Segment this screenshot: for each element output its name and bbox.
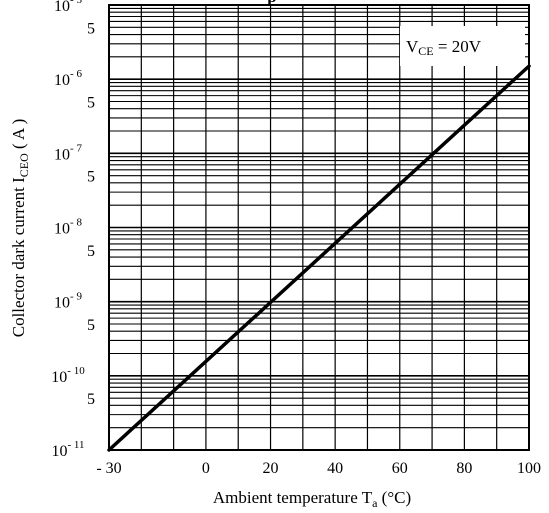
x-tick-label: - 30 <box>96 460 121 477</box>
y-tick-base: 10 <box>54 0 70 15</box>
annotation-vce: VCE = 20V <box>406 37 482 58</box>
y-minor-tick-label: 5 <box>87 20 95 37</box>
x-axis-label-main: Ambient temperature T <box>213 488 373 507</box>
y-tick-exponent: - 10 <box>67 365 85 377</box>
y-tick-base: 10 <box>54 295 70 312</box>
y-tick-label: 10- 9 <box>54 291 82 312</box>
y-minor-tick-label: 5 <box>87 94 95 111</box>
y-tick-label: 10- 7 <box>54 142 82 163</box>
y-tick-base: 10 <box>51 443 67 460</box>
annotation-sub: CE <box>418 44 433 58</box>
annotation-background <box>400 26 525 66</box>
y-tick-base: 10 <box>54 146 70 163</box>
y-axis-label-unit: ( A ) <box>9 119 28 153</box>
y-tick-exponent: - 5 <box>70 0 82 6</box>
y-tick-label: 10- 10 <box>51 365 85 386</box>
x-axis-label-unit: (°C) <box>377 488 411 507</box>
y-tick-base: 10 <box>54 72 70 89</box>
annotation-box: VCE = 20V <box>400 26 525 66</box>
y-tick-label: 10- 5 <box>54 0 82 15</box>
x-tick-label: 40 <box>327 460 343 477</box>
x-tick-labels: - 30 0 20 40 60 80 100 <box>96 460 541 477</box>
y-tick-base: 10 <box>51 369 67 386</box>
y-tick-exponent: - 11 <box>67 439 84 451</box>
y-grid <box>109 7 529 429</box>
y-tick-exponent: - 6 <box>70 68 82 80</box>
y-tick-exponent: - 8 <box>70 217 82 229</box>
series-layer <box>107 64 531 452</box>
chart-title-fragment: p <box>267 0 276 6</box>
x-tick-label: 60 <box>392 460 408 477</box>
x-tick-label: 0 <box>202 460 210 477</box>
y-tick-label: 10- 11 <box>51 439 84 460</box>
annotation-rest: = 20V <box>434 37 482 56</box>
y-minor-tick-label: 5 <box>87 391 95 408</box>
y-axis-label: Collector dark current ICEO ( A ) <box>9 119 31 338</box>
y-tick-label: 10- 6 <box>54 68 82 89</box>
x-tick-label: 20 <box>263 460 279 477</box>
y-minor-tick-label: 5 <box>87 243 95 260</box>
series-line <box>107 64 531 452</box>
y-tick-base: 10 <box>54 221 70 238</box>
y-minor-tick-label: 5 <box>87 317 95 334</box>
y-tick-exponent: - 7 <box>70 142 82 154</box>
x-axis-label-sub: a <box>372 496 378 510</box>
y-axis-label-sub: CEO <box>17 153 31 177</box>
y-tick-label: 10- 8 <box>54 217 82 238</box>
y-minor-tick-label: 5 <box>87 169 95 186</box>
y-axis-label-main: Collector dark current I <box>9 177 28 337</box>
plot-frame <box>108 4 530 451</box>
y-tick-exponent: - 9 <box>70 291 82 303</box>
annotation-main: V <box>406 37 419 56</box>
x-axis-label: Ambient temperature Ta (°C) <box>213 488 411 510</box>
x-tick-label: 80 <box>456 460 472 477</box>
x-tick-label: 100 <box>517 460 541 477</box>
